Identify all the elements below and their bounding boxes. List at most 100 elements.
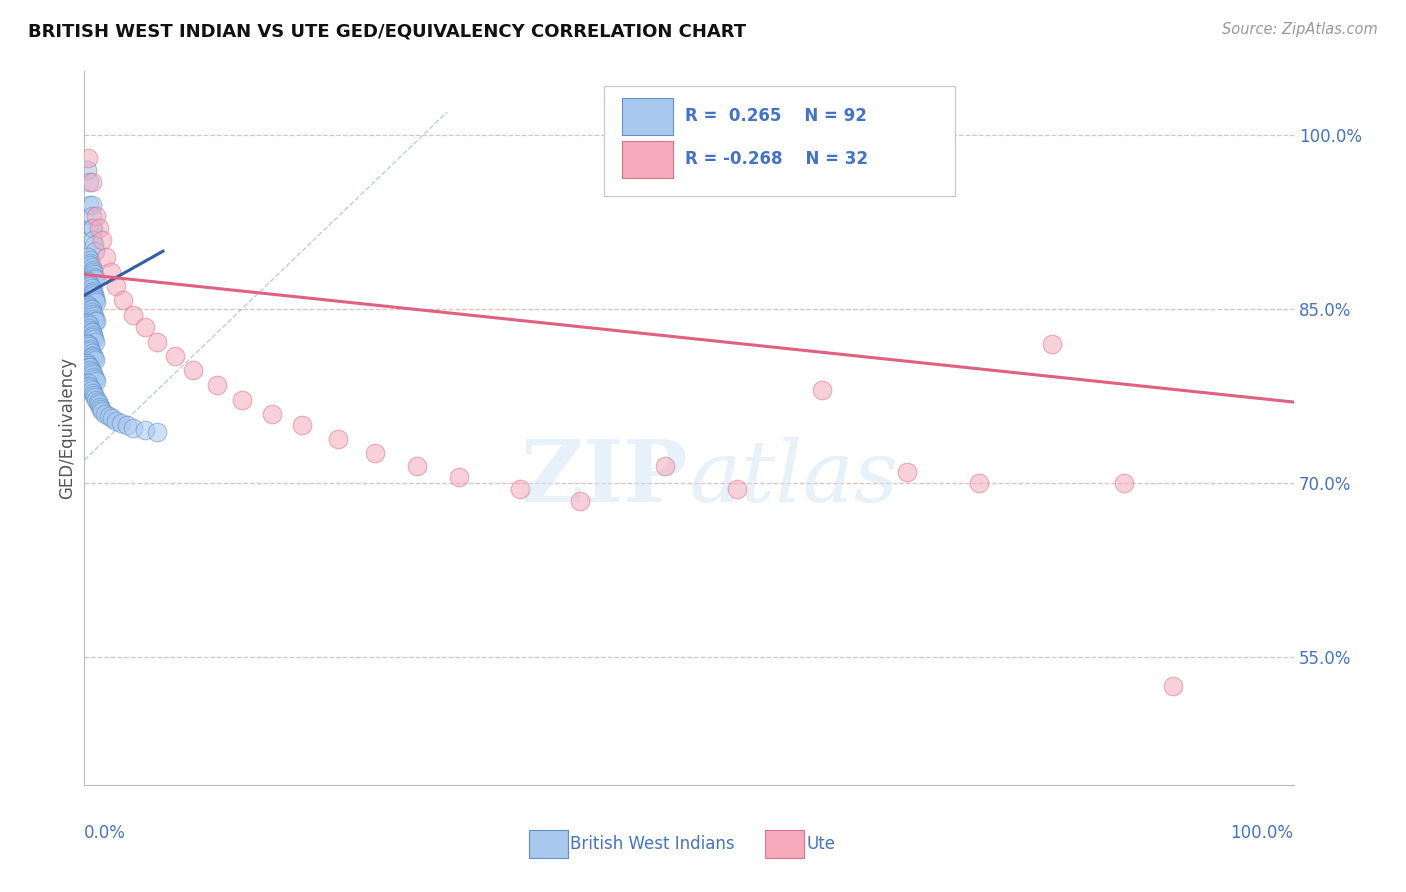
- Point: [77, 376, 100, 391]
- Text: BRITISH WEST INDIAN VS UTE GED/EQUIVALENCY CORRELATION CHART: BRITISH WEST INDIAN VS UTE GED/EQUIVALEN…: [28, 22, 747, 40]
- Point: [80, 175, 103, 189]
- Point: [77, 379, 100, 393]
- Point: [811, 384, 834, 398]
- Point: [84, 272, 107, 286]
- Point: [83, 388, 105, 402]
- Point: [79, 362, 101, 376]
- Point: [77, 277, 100, 291]
- Point: [83, 351, 105, 365]
- Point: [115, 418, 138, 433]
- Point: [134, 319, 156, 334]
- Point: [86, 314, 108, 328]
- Y-axis label: GED/Equivalency: GED/Equivalency: [58, 357, 76, 500]
- Point: [84, 314, 107, 328]
- Point: [121, 308, 143, 322]
- Text: 0.0%: 0.0%: [84, 824, 127, 842]
- Point: [76, 356, 98, 370]
- Point: [654, 458, 676, 473]
- Point: [363, 446, 385, 460]
- Point: [83, 311, 105, 326]
- Text: ZIP: ZIP: [522, 436, 689, 520]
- Point: [77, 316, 100, 330]
- Text: R = -0.268    N = 32: R = -0.268 N = 32: [685, 150, 869, 168]
- Point: [104, 279, 127, 293]
- Point: [77, 337, 100, 351]
- FancyBboxPatch shape: [605, 86, 955, 196]
- Point: [77, 250, 100, 264]
- Point: [87, 221, 110, 235]
- Point: [97, 409, 120, 423]
- Point: [77, 358, 100, 372]
- Point: [84, 372, 107, 386]
- Point: [77, 198, 100, 212]
- Point: [146, 334, 169, 349]
- Point: [165, 349, 187, 363]
- Point: [80, 260, 103, 275]
- Point: [79, 381, 101, 395]
- Point: [80, 281, 103, 295]
- Point: [80, 326, 103, 340]
- Point: [509, 482, 531, 496]
- Point: [86, 392, 108, 407]
- Point: [77, 297, 100, 311]
- Point: [77, 318, 100, 333]
- Point: [91, 233, 114, 247]
- Point: [89, 400, 111, 414]
- Point: [896, 465, 918, 479]
- Point: [82, 368, 104, 382]
- Point: [104, 414, 127, 428]
- Point: [84, 244, 107, 259]
- Point: [146, 425, 169, 440]
- Point: [86, 210, 108, 224]
- Point: [134, 423, 156, 437]
- Point: [1161, 679, 1184, 693]
- Point: [77, 337, 100, 351]
- Point: [79, 323, 101, 337]
- Point: [110, 416, 132, 430]
- Point: [83, 238, 105, 252]
- Point: [80, 349, 103, 363]
- Point: [90, 402, 112, 417]
- Point: [82, 221, 104, 235]
- Point: [80, 326, 103, 340]
- Point: [79, 302, 101, 317]
- Point: [79, 258, 101, 272]
- Point: [79, 253, 101, 268]
- Point: [94, 250, 117, 264]
- Point: [121, 420, 143, 434]
- Point: [80, 304, 103, 318]
- Point: [79, 256, 101, 270]
- Point: [79, 360, 101, 375]
- Point: [82, 327, 104, 342]
- Point: [84, 353, 107, 368]
- Point: [77, 320, 100, 334]
- Point: [569, 493, 592, 508]
- Point: [207, 377, 229, 392]
- Point: [82, 262, 104, 277]
- Point: [77, 300, 100, 314]
- Point: [101, 411, 124, 425]
- Point: [82, 307, 104, 321]
- Point: [84, 391, 107, 405]
- Point: [260, 407, 283, 421]
- Point: [80, 198, 103, 212]
- Point: [82, 285, 104, 300]
- Point: [80, 384, 103, 398]
- Point: [79, 343, 101, 358]
- Point: [86, 295, 108, 310]
- Point: [291, 418, 314, 433]
- Point: [82, 385, 104, 400]
- FancyBboxPatch shape: [623, 141, 673, 178]
- Point: [94, 407, 117, 421]
- Point: [80, 302, 103, 317]
- Point: [77, 360, 100, 375]
- Point: [79, 279, 101, 293]
- Point: [231, 392, 253, 407]
- Point: [80, 346, 103, 360]
- Point: [82, 265, 104, 279]
- Point: [77, 152, 100, 166]
- Text: British West Indians: British West Indians: [571, 835, 735, 853]
- Point: [86, 395, 108, 409]
- Point: [77, 175, 100, 189]
- Text: atlas: atlas: [689, 437, 898, 519]
